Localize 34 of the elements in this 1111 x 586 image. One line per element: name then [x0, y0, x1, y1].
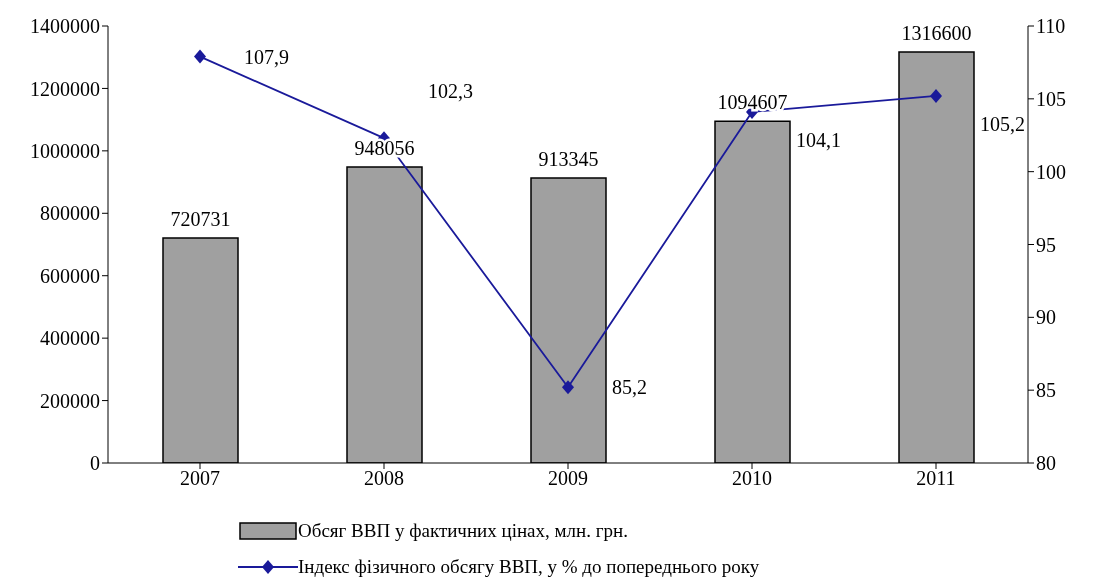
y2-tick-label: 80	[1036, 452, 1056, 475]
x-tick-label: 2010	[732, 467, 772, 490]
y2-tick-label: 105	[1036, 87, 1066, 110]
data-label: 104,1	[796, 128, 841, 151]
x-tick-label: 2011	[916, 467, 956, 490]
y2-tick-label: 85	[1036, 379, 1056, 402]
legend-label: Індекс фізичного обсягу ВВП, у % до попереднього року	[298, 556, 760, 578]
y2-tick-label: 95	[1036, 233, 1056, 256]
y-tick-label: 1200000	[30, 77, 100, 100]
x-tick-label: 2008	[364, 467, 404, 490]
x-tick-label: 2007	[180, 467, 220, 490]
data-label: 1094607	[717, 91, 788, 114]
y2-tick-label: 100	[1036, 160, 1066, 183]
data-label: 913345	[538, 147, 599, 170]
y-tick-label: 800000	[40, 202, 100, 225]
y-tick-label: 1000000	[30, 139, 100, 162]
legend-label: Обсяг ВВП у фактичних цінах, млн. грн.	[298, 520, 628, 542]
point	[194, 49, 206, 64]
y-tick-label: 600000	[40, 264, 100, 287]
data-label: 85,2	[612, 376, 647, 399]
x-tick-label: 2009	[548, 467, 588, 490]
point	[562, 380, 574, 395]
y-tick-label: 400000	[40, 327, 100, 350]
data-label: 102,3	[428, 80, 473, 103]
y2-tick-label: 110	[1036, 15, 1066, 38]
y2-tick-label: 90	[1036, 306, 1056, 329]
data-label: 107,9	[244, 45, 289, 68]
y-tick-label: 0	[90, 452, 100, 475]
data-label: 1316600	[901, 22, 972, 45]
point	[930, 88, 942, 103]
data-label: 720731	[170, 208, 231, 231]
data-label: 105,2	[980, 112, 1025, 135]
y-tick-label: 200000	[40, 389, 100, 412]
y-tick-label: 1400000	[30, 15, 100, 38]
